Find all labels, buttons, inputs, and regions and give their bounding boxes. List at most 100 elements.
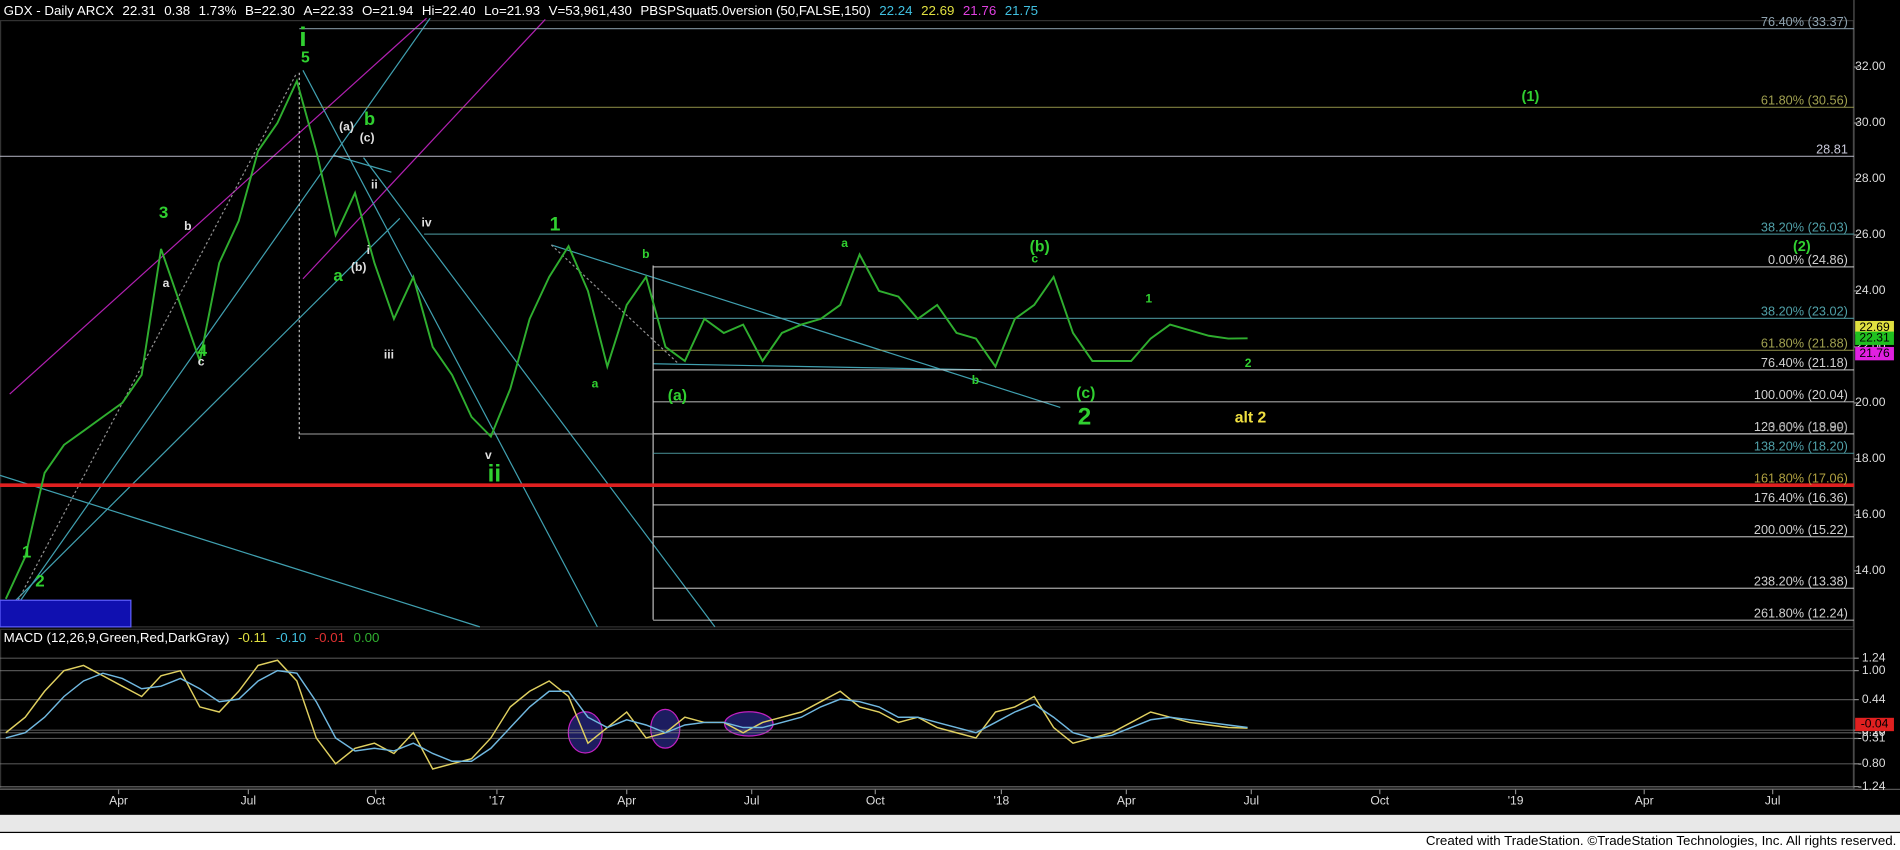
header-item: -0.01 <box>315 629 345 644</box>
footer-bar <box>0 833 1900 850</box>
last-value-label: 21.76 <box>1859 346 1890 360</box>
header-item: V=53,961,430 <box>549 2 632 17</box>
wave-label: 1 <box>22 542 31 561</box>
highlight-box <box>0 599 132 628</box>
wave-label: a <box>163 276 170 290</box>
header-item: 22.24 <box>879 2 913 17</box>
y-tick-label: 1.24 <box>1862 650 1886 664</box>
wave-label: (a) <box>668 388 687 405</box>
y-tick-label: -1.24 <box>1858 779 1886 793</box>
wave-label: (b) <box>351 260 366 274</box>
wave-label: b <box>364 109 375 129</box>
header-item: B=22.30 <box>245 2 295 17</box>
fib-label: 100.00% (20.04) <box>1754 387 1848 402</box>
x-tick-label: Oct <box>366 794 385 808</box>
wave-label: (a) <box>339 120 354 134</box>
header: MACD (12,26,9,Green,Red,DarkGray) -0.11 -0… <box>4 629 380 644</box>
wave-label: c <box>198 355 205 369</box>
wave-label: c <box>1031 252 1038 266</box>
x-tick-label: '18 <box>994 794 1010 808</box>
wave-label: (1) <box>1522 89 1540 105</box>
fib-label: 61.80% (30.56) <box>1761 93 1848 108</box>
fib-label: 76.40% (33.37) <box>1761 14 1848 29</box>
channel-line <box>0 474 481 628</box>
y-tick-label: 32.00 <box>1855 59 1886 73</box>
header-item: 22.31 <box>122 2 155 17</box>
fib-label: 38.20% (23.02) <box>1761 304 1848 319</box>
header-item: MACD (12,26,9,Green,Red,DarkGray) <box>4 629 230 644</box>
last-value-box <box>1855 320 1894 335</box>
trendlines <box>0 17 1061 628</box>
fib-label: 123.60% (18.90) <box>1754 419 1848 434</box>
header-item: O=21.94 <box>362 2 414 17</box>
wave-label: iv <box>421 215 431 229</box>
channel-line <box>9 17 427 395</box>
fib-label: 138.20% (18.20) <box>1754 439 1848 454</box>
header: GDX - Daily ARCX 22.31 0.38 1.73% B=22.30 A=2… <box>4 2 1038 17</box>
wave-label: a <box>841 236 848 250</box>
wave-label: 1 <box>1145 292 1152 306</box>
header-item: Hi=22.40 <box>422 2 476 17</box>
fib-label: 161.80% (17.06) <box>1754 471 1848 486</box>
y-tick-label: 0.44 <box>1862 692 1886 706</box>
wave-label: b <box>972 373 979 387</box>
y-tick-label: -0.80 <box>1858 756 1886 770</box>
x-tick-label: Apr <box>1117 794 1136 808</box>
wave-label: ii <box>488 461 501 488</box>
wave-label: alt 2 <box>1235 409 1267 426</box>
last-value-label: 22.69 <box>1859 320 1890 334</box>
channel-line <box>653 363 982 371</box>
fib-label: 28.81 <box>1816 142 1848 157</box>
wave-label: i <box>367 243 370 257</box>
fib-label: 0.00% (18.89) <box>1768 419 1848 434</box>
wave-label: 2 <box>1245 356 1252 370</box>
x-tick-label: Apr <box>617 794 636 808</box>
fib-label: 176.40% (16.36) <box>1754 490 1848 505</box>
header-item: -0.11 <box>238 629 267 644</box>
channel-line <box>363 157 716 628</box>
y-tick-label: 14.00 <box>1855 563 1886 577</box>
header-item: 0.00 <box>354 629 380 644</box>
x-tick-label: Oct <box>866 794 885 808</box>
x-tick-label: Oct <box>1370 794 1389 808</box>
y-tick-label: 24.00 <box>1855 283 1886 297</box>
wave-label: v <box>485 448 492 462</box>
x-tick-label: '19 <box>1508 794 1524 808</box>
x-tick-label: Jul <box>744 794 759 808</box>
fib-label: 61.80% (21.88) <box>1761 336 1848 351</box>
y-tick-label: 30.00 <box>1855 115 1886 129</box>
footer: Created with TradeStation. ©TradeStation… <box>1426 833 1896 848</box>
wave-label: a <box>333 266 343 285</box>
channel-line <box>333 154 392 173</box>
wave-label: i <box>299 22 306 52</box>
wave-label: 3 <box>159 203 168 222</box>
wave-label: 1 <box>550 214 561 236</box>
header-item: 22.69 <box>921 2 954 17</box>
wave-label: b <box>642 247 649 261</box>
x-tick-label: Apr <box>1635 794 1654 808</box>
x-tick-label: Jul <box>1765 794 1780 808</box>
last-value-box <box>1855 331 1894 345</box>
y-tick-label: 28.00 <box>1855 171 1886 185</box>
y-tick-label: -0.31 <box>1858 731 1886 745</box>
fib-label: 76.40% (21.18) <box>1761 355 1848 370</box>
y-tick-label: 18.00 <box>1855 451 1886 465</box>
last-value-label: -0.04 <box>1861 717 1889 731</box>
channel-line <box>302 18 546 280</box>
header-item: 21.75 <box>1005 2 1038 17</box>
wave-label: b <box>184 219 191 233</box>
header-item: 21.76 <box>963 2 996 17</box>
channel-line <box>11 17 431 613</box>
x-tick-label: '17 <box>489 794 505 808</box>
wave-label: iii <box>384 347 394 361</box>
header-item: 0.38 <box>164 2 190 17</box>
channel-line <box>551 244 1061 408</box>
y-tick-label: 1.00 <box>1862 663 1886 677</box>
header-item: Lo=21.93 <box>484 2 540 17</box>
wave-label: 4 <box>198 341 208 360</box>
channel-line <box>9 217 401 607</box>
y-tick-label: 26.00 <box>1855 227 1886 241</box>
data-layer: GDX - Daily ARCX 22.31 0.38 1.73% B=22.30 A=2… <box>0 2 1894 808</box>
scrollbar[interactable] <box>0 814 1900 832</box>
